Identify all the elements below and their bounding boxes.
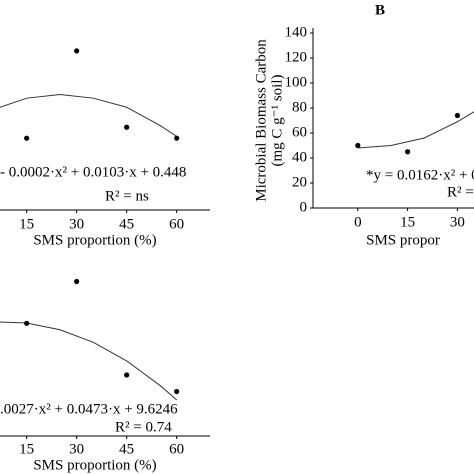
equation: *y = 0.0162·x² + 0 [366,167,474,183]
x-tick-label: 15 [19,216,34,232]
x-tick-label: 60 [169,216,184,232]
x-tick-label: 30 [450,214,465,230]
r-squared: R² = [447,184,474,200]
data-point [74,48,80,54]
data-point [24,320,30,326]
data-point [174,135,180,141]
data-point [124,124,130,130]
data-point [454,112,461,119]
y-tick-label: 100 [285,74,308,90]
x-tick-label: 60 [169,441,184,457]
y-axis-label: Microbial Biomass Carbon [253,39,269,202]
x-tick-label: 0 [354,214,362,230]
equation: - 0.0002·x² + 0.0103·x + 0.448 [0,164,186,180]
equation: .0027·x² + 0.0473·x + 9.6246 [0,401,178,417]
y-tick-label: 40 [292,149,307,165]
x-tick-label: 45 [119,441,134,457]
trendline [0,321,177,401]
y-axis-label: (mg C g⁻¹ soil) [269,74,285,166]
x-tick-label: 30 [69,216,84,232]
trendline [357,111,474,149]
data-point [24,135,30,141]
y-tick-label: 120 [285,49,308,65]
y-tick-label: 140 [285,24,308,40]
x-axis-label: SMS proportion (%) [33,232,156,248]
data-point [174,388,180,395]
r-squared: R² = 0.74 [115,419,172,435]
y-tick-label: 60 [292,124,307,140]
y-tick-label: 80 [292,99,307,115]
x-tick-label: 30 [69,441,84,457]
panel-label: B [375,2,385,18]
trendline [0,94,177,137]
x-axis-label: SMS propor [366,232,440,248]
y-tick-label: 0 [300,199,308,215]
data-point [355,142,361,149]
r-squared: R² = ns [105,188,149,204]
x-tick-label: 15 [400,214,415,230]
y-tick-label: 20 [292,174,307,190]
x-axis-label: SMS proportion (%) [33,457,156,473]
x-tick-label: 15 [19,441,34,457]
data-point [405,149,411,155]
x-tick-label: 45 [119,216,134,232]
data-point [74,278,80,285]
data-point [124,372,130,378]
